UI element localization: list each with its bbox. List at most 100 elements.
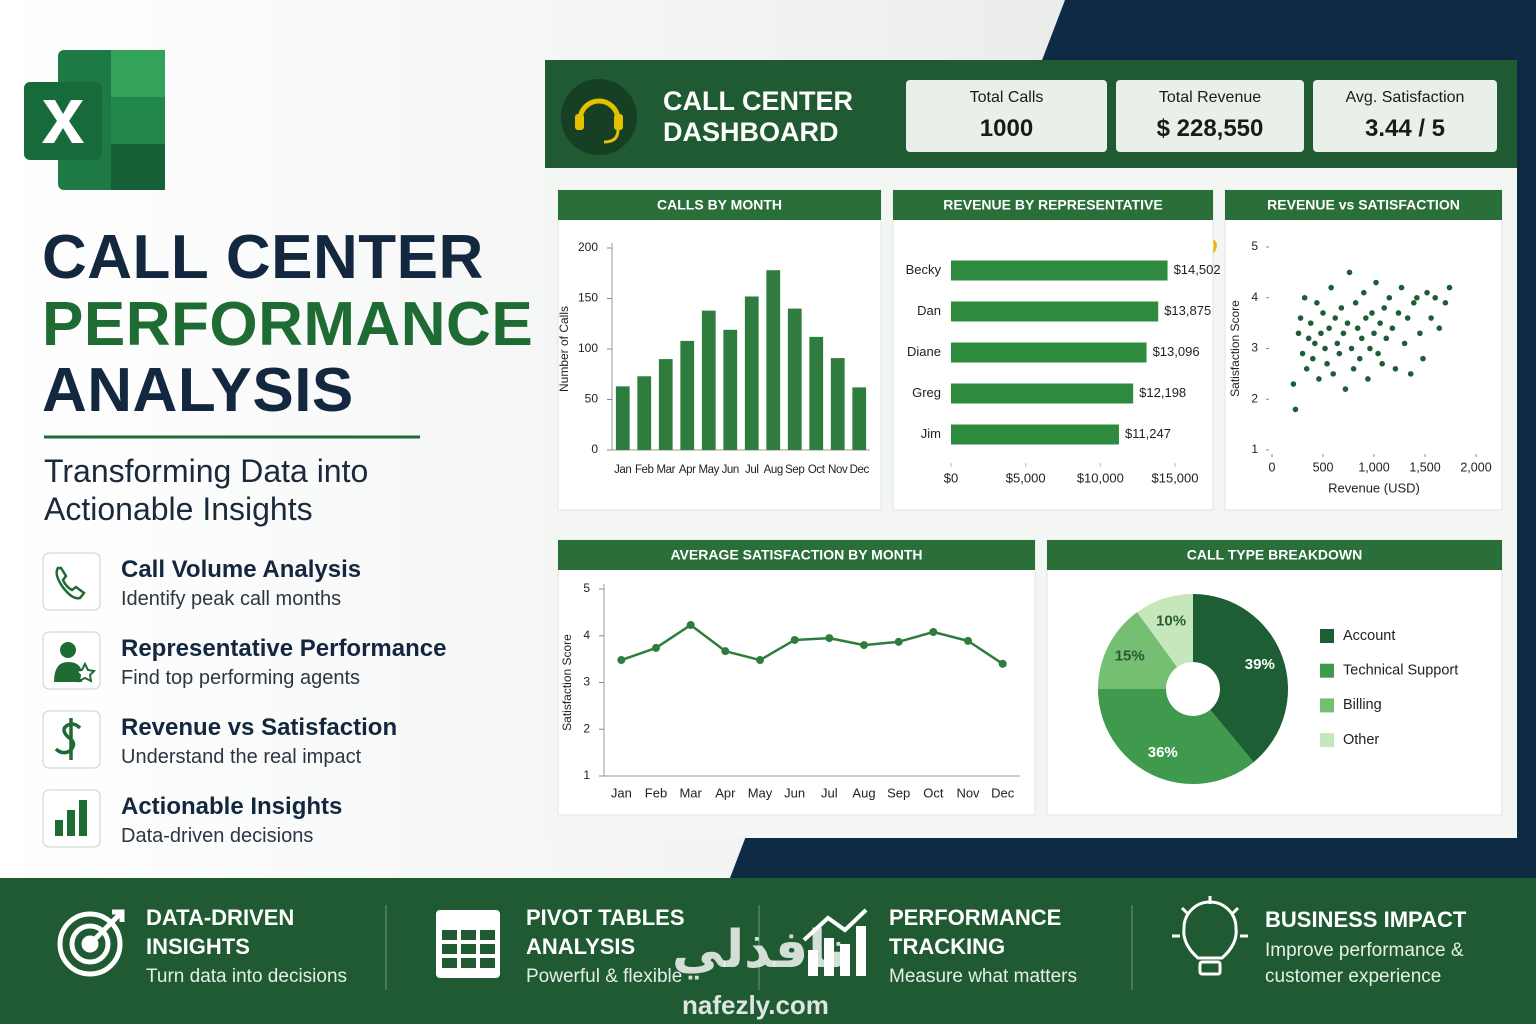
page-title-line: ANALYSIS [42,356,354,425]
kpi-value: 1000 [979,115,1034,142]
y-tick-label: 150 [578,291,598,305]
y-axis-label: Number of Calls [557,306,571,392]
legend-label: Billing [1343,697,1382,713]
chart-title: AVERAGE SATISFACTION BY MONTH [670,547,922,563]
scatter-point [1363,315,1369,321]
feature-title: Representative Performance [121,635,447,662]
y-tick-label: 200 [578,240,598,254]
kpi-label: Avg. Satisfaction [1345,89,1465,106]
x-tick-label: Apr [679,464,696,476]
value-label: 36% [1148,744,1178,761]
page-title-line: CALL CENTER [42,223,484,292]
scatter-point [1314,300,1320,306]
x-tick-label: Sep [785,464,804,476]
page-subtitle: Transforming Data into Actionable Insigh… [44,453,369,527]
scatter-point [1371,330,1377,337]
footer-text: Powerful & flexible [526,966,683,987]
scatter-point [1392,366,1399,372]
y-axis-label: Satisfaction Score [1228,300,1242,397]
y-tick-label: Greg [912,385,941,400]
y-tick-label: 3 [1251,341,1258,355]
footer-icon-table [436,910,500,978]
scatter-point [1395,310,1402,316]
x-tick-label: Jan [611,785,632,800]
pie-slice [1137,594,1193,668]
line-marker [652,643,660,652]
line-marker [825,634,834,643]
x-tick-label: $15,000 [1152,470,1199,485]
y-tick-label: 0 [591,442,598,456]
footer-band [0,878,1536,1024]
chart-title-bar [558,190,881,220]
scatter-point [1301,294,1308,301]
line-marker [894,637,903,646]
footer-icon-bulb [1172,896,1248,976]
y-tick-label: Jim [921,426,941,441]
y-tick-label: 1 [1251,442,1258,456]
y-tick-label: 50 [585,392,599,406]
value-label: $11,247 [1125,426,1171,441]
scatter-point [1290,381,1297,387]
x-tick-label: $0 [944,470,958,485]
bar [615,386,630,450]
value-label: $13,096 [1153,344,1200,359]
bar [951,301,1159,322]
scatter-point [1446,284,1453,291]
scatter-point [1292,406,1299,413]
x-tick-label: Feb [645,785,667,800]
bar [744,296,759,450]
kpi-card: Avg. Satisfaction 3.44 / 5 [1313,80,1497,152]
pie-slice [1098,612,1178,689]
feature-text: Identify peak call months [121,588,342,610]
x-tick-label: 0 [1269,460,1276,474]
line-marker [617,656,626,665]
x-tick-label: Aug [764,464,783,476]
scatter-point [1340,330,1347,337]
chart-title: REVENUE BY REPRESENTATIVE [943,197,1162,213]
line-marker [790,635,799,644]
x-tick-label: Jul [821,785,838,800]
y-axis-label: Satisfaction Score [560,634,574,731]
scatter-point [1350,366,1357,372]
watermark-logo: نافذلي [672,920,848,980]
scatter-point [1303,366,1310,372]
scatter-point [1305,335,1312,342]
scatter-point [1389,325,1396,332]
bar [766,270,781,450]
footer-icon-target [57,909,125,977]
bar [637,376,652,450]
x-tick-label: Nov [956,785,980,800]
scatter-point [1361,289,1367,296]
kpi-value: $ 228,550 [1156,115,1264,142]
y-tick-label: Dan [917,303,941,318]
scatter-point [1295,330,1302,337]
scatter-point [1410,300,1417,306]
line-marker [756,656,764,665]
scatter-point [1424,289,1430,296]
chart-panel [557,189,882,511]
scatter-point [1307,320,1314,326]
legend-swatch [1320,698,1334,713]
scatter-point [1373,279,1379,286]
x-tick-label: Oct [808,464,826,476]
line-marker [964,636,972,645]
x-tick-label: 500 [1313,460,1334,474]
feature-text: Understand the real impact [121,746,362,768]
legend-swatch [1320,629,1334,643]
feature-title: Revenue vs Satisfaction [121,714,398,741]
legend-label: Account [1343,628,1395,644]
x-tick-label: Feb [635,464,654,476]
kpi-card: Total Revenue $ 228,550 [1116,80,1304,152]
scatter-point [1414,294,1420,301]
footer-title: DATA-DRIVEN INSIGHTS [146,905,295,959]
value-label: $13,875 [1164,303,1211,318]
scatter-point [1386,294,1393,301]
dashboard-title: CALL CENTER DASHBOARD [663,86,854,147]
y-tick-label: 100 [578,341,598,355]
pie-slice [1098,689,1254,784]
x-tick-label: Mar [679,785,702,800]
scatter-point [1358,335,1365,342]
x-axis-label: Revenue (USD) [1328,480,1420,495]
line-marker [686,620,695,629]
value-label: 15% [1115,648,1145,665]
